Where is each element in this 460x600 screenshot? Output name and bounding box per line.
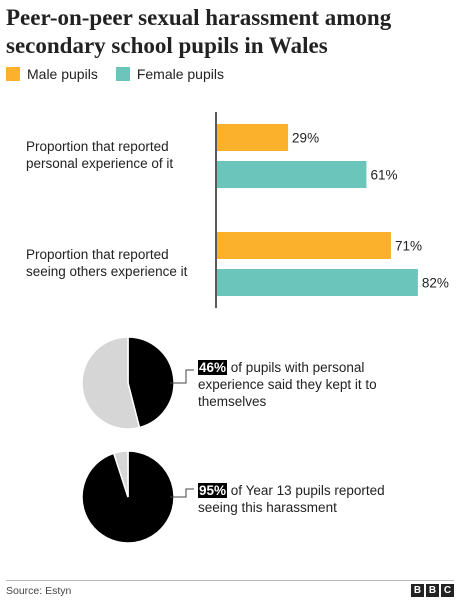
pie-chart-year-13	[81, 450, 175, 544]
chart-title: Peer-on-peer sexual harassment among sec…	[6, 5, 392, 58]
bbc-logo: B B C	[411, 584, 454, 597]
legend-swatch-female	[115, 67, 130, 81]
callout-percent: 46%	[198, 360, 228, 375]
bar-value-label: 82%	[422, 276, 449, 291]
bar	[217, 269, 418, 296]
pie-row-kept-to-themselves: 46% of pupils with personal experience s…	[0, 330, 460, 440]
bbc-logo-letter: C	[441, 584, 454, 597]
footer-divider	[6, 580, 454, 581]
callout-percent: 95%	[198, 483, 228, 498]
callout-kept-to-themselves: 46% of pupils with personal experience s…	[198, 359, 418, 410]
callout-connector	[170, 488, 194, 498]
bar-chart: Proportion that reported personal experie…	[26, 112, 449, 308]
source-note: Source: Estyn	[6, 585, 72, 597]
bar-value-label: 61%	[370, 168, 397, 183]
bbc-logo-letter: B	[426, 584, 439, 597]
pie-slice	[127, 336, 175, 429]
callout-year-13: 95% of Year 13 pupils reported seeing th…	[198, 482, 418, 516]
legend-label-male: Male pupils	[27, 66, 98, 82]
callout-connector	[170, 369, 194, 384]
legend-label-female: Female pupils	[136, 66, 224, 82]
bar-value-label: 29%	[292, 131, 319, 146]
legend-swatch-male	[6, 67, 20, 81]
bar	[217, 232, 391, 259]
pie-row-year-13: 95% of Year 13 pupils reported seeing th…	[0, 444, 460, 554]
bbc-logo-letter: B	[411, 584, 424, 597]
callout-text: of pupils with personal experience said …	[198, 360, 377, 409]
category-label: Proportion that reported personal experie…	[26, 139, 173, 171]
pie-slice	[112, 450, 129, 498]
bar	[217, 124, 289, 151]
bar	[217, 161, 367, 188]
pie-slice	[81, 336, 141, 430]
legend-item-female: Female pupils	[115, 66, 224, 82]
callout-text: of Year 13 pupils reported seeing this h…	[198, 483, 385, 515]
category-label: Proportion that reported seeing others ex…	[26, 247, 188, 279]
legend-item-male: Male pupils	[6, 66, 98, 82]
pie-chart-kept-to-themselves	[81, 336, 175, 430]
bar-value-label: 71%	[395, 239, 422, 254]
legend: Male pupils Female pupils	[6, 66, 242, 82]
